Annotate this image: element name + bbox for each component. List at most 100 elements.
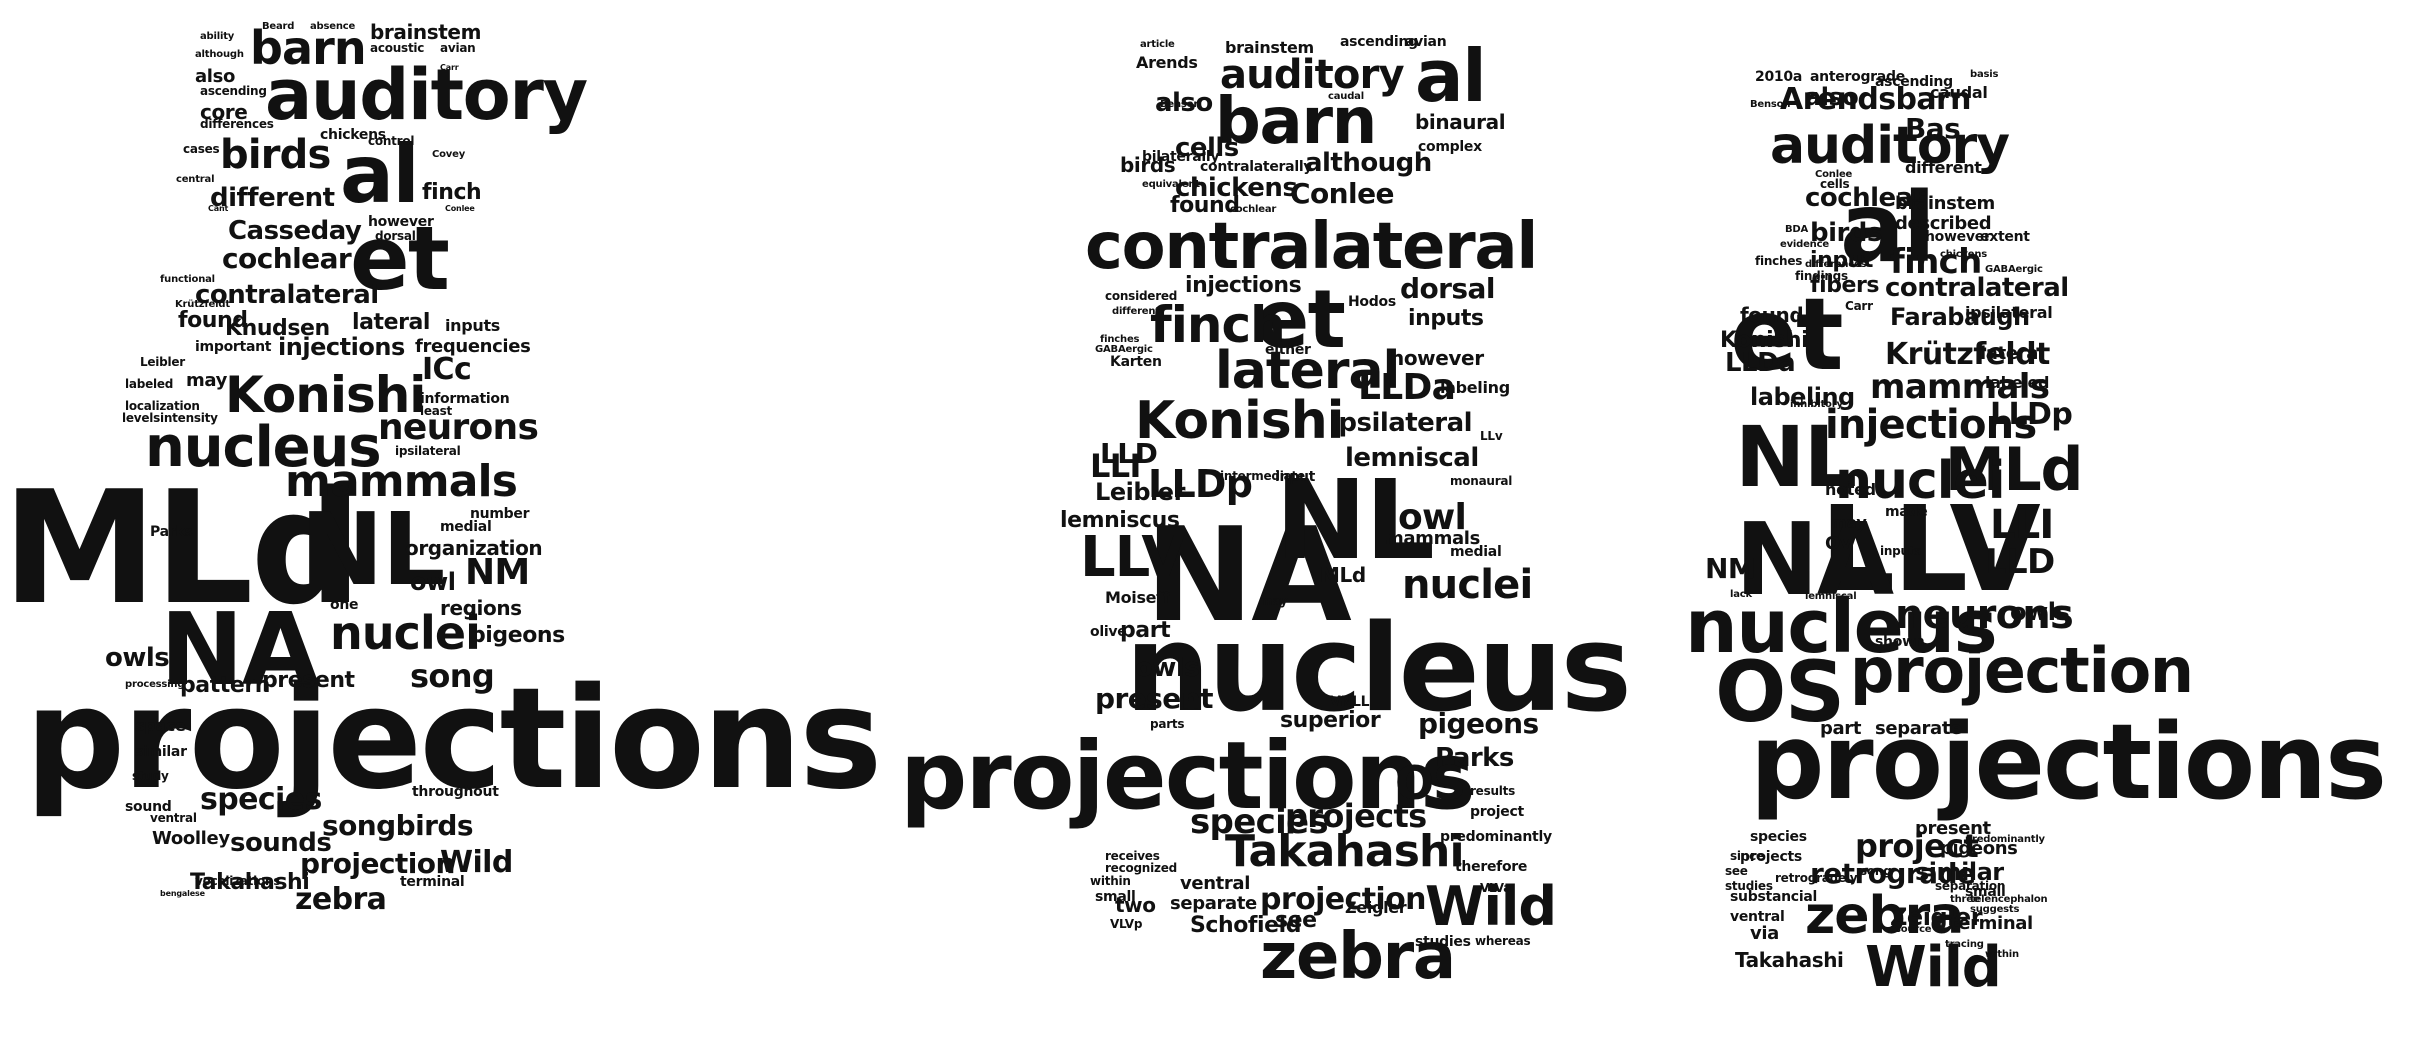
cloud-word: zebra bbox=[295, 882, 387, 917]
cloud-word: pigeons bbox=[1418, 707, 1539, 740]
cloud-word: also bbox=[195, 66, 235, 87]
cloud-word: NA bbox=[1145, 499, 1352, 651]
cloud-word: Bas bbox=[1905, 112, 1961, 145]
cloud-word: within bbox=[1985, 949, 2019, 960]
cloud-word: processing bbox=[125, 679, 185, 690]
cloud-word: et bbox=[1730, 276, 1844, 393]
cloud-word: Conlee bbox=[445, 204, 475, 213]
cloud-word: LLDa bbox=[1358, 367, 1456, 408]
cloud-word: complex bbox=[1418, 139, 1482, 155]
cloud-word: labeled bbox=[1985, 373, 2050, 392]
cloud-word: made bbox=[1885, 504, 1928, 520]
cloud-word: LLDp bbox=[1990, 397, 2073, 432]
cloud-word: Hodos bbox=[1348, 294, 1396, 310]
cloud-word: basis bbox=[1970, 69, 1999, 80]
cloud-word: BDA bbox=[1785, 224, 1809, 235]
cloud-word: ventral bbox=[1730, 909, 1785, 925]
cloud-word: auditory bbox=[265, 54, 588, 136]
cloud-word: mammals bbox=[285, 456, 518, 507]
cloud-word: different bbox=[1905, 158, 1982, 177]
cloud-word: Wild bbox=[440, 845, 513, 880]
cloud-word: OS bbox=[1395, 756, 1466, 810]
cloud-word: however bbox=[368, 214, 434, 230]
cloud-word: labeling bbox=[1750, 383, 1855, 411]
cloud-word: separate bbox=[1875, 718, 1962, 739]
cloud-word: Benson bbox=[1750, 99, 1791, 110]
cloud-word: al bbox=[1840, 172, 1936, 284]
cloud-word: cases bbox=[183, 142, 220, 156]
cloud-word: GABAergic bbox=[1095, 344, 1153, 355]
cloud-word: inputs bbox=[445, 316, 500, 335]
cloud-word: al bbox=[1415, 34, 1487, 118]
cloud-word: labeling bbox=[1440, 378, 1510, 397]
cloud-word: findings bbox=[1795, 269, 1848, 283]
cloud-word: Parks bbox=[1435, 743, 1514, 773]
cloud-word: ICc bbox=[422, 352, 472, 387]
cloud-word: ascending bbox=[200, 84, 267, 98]
cloud-word: LLDp bbox=[1148, 462, 1253, 506]
cloud-word: olive bbox=[1090, 624, 1127, 640]
cloud-word: absence bbox=[310, 21, 356, 32]
cloud-word: species bbox=[200, 782, 322, 817]
cloud-word: superior bbox=[1280, 708, 1381, 733]
cloud-word: pattern bbox=[180, 673, 270, 698]
cloud-word: VLVp bbox=[1110, 917, 1143, 931]
cloud-word: article bbox=[1140, 39, 1175, 50]
cloud-word: cells bbox=[1820, 177, 1850, 191]
cloud-word: songbirds bbox=[322, 809, 474, 842]
cloud-word: sounds bbox=[230, 828, 332, 858]
cloud-word: lemniscus bbox=[1060, 508, 1180, 533]
cloud-word: functional bbox=[160, 274, 215, 285]
cloud-word: labeled bbox=[125, 377, 174, 391]
cloud-word: owls bbox=[1135, 653, 1200, 683]
cloud-word: lateral bbox=[1980, 343, 2044, 364]
cloud-word: contralateral bbox=[1085, 210, 1538, 284]
cloud-word: dorsal bbox=[1400, 272, 1495, 305]
cloud-word: Wild bbox=[1425, 875, 1557, 938]
cloud-word: shown bbox=[1875, 634, 1925, 650]
cloud-word: pigeons bbox=[470, 623, 565, 648]
cloud-word: similar bbox=[1915, 858, 2004, 886]
cloud-word: telencephalon bbox=[1970, 894, 2048, 905]
cloud-word: mammals bbox=[1385, 528, 1480, 549]
cloud-word: cochlear bbox=[1805, 183, 1925, 213]
cloud-word: ipsilateral bbox=[1330, 408, 1473, 438]
cloud-word: Takahashi bbox=[1225, 826, 1465, 877]
cloud-word: part bbox=[1820, 718, 1862, 739]
cloud-word: et bbox=[350, 207, 450, 310]
cloud-word: ipsilateral bbox=[395, 444, 461, 458]
cloud-word: Benson bbox=[1160, 99, 1201, 110]
cloud-word: present bbox=[262, 668, 355, 693]
cloud-word: owls bbox=[2010, 598, 2070, 626]
cloud-word: parts bbox=[1150, 717, 1185, 731]
cloud-word: Woolley bbox=[152, 828, 230, 849]
cloud-word: cochlear bbox=[222, 242, 352, 275]
cloud-word: MLd bbox=[2, 457, 362, 639]
cloud-word: Takahashi bbox=[190, 870, 310, 895]
cloud-word: terminal bbox=[1950, 913, 2033, 934]
cloud-word: brainstem bbox=[1225, 38, 1314, 57]
cloud-word: sound bbox=[125, 799, 172, 815]
cloud-word: caudal bbox=[1328, 91, 1364, 102]
cloud-word: bilaterally bbox=[1142, 149, 1220, 165]
cloud-word: Carr bbox=[1845, 299, 1873, 313]
cloud-word: injections bbox=[1825, 402, 2037, 448]
cloud-word: either bbox=[1265, 342, 1311, 358]
cloud-word: avian bbox=[440, 41, 476, 55]
cloud-word: Wild bbox=[1865, 935, 2002, 1000]
cloud-word: MLd bbox=[1320, 563, 1366, 587]
cloud-word: ascending bbox=[1340, 34, 1418, 50]
cloud-word: MLd bbox=[1945, 435, 2083, 505]
cloud-word: ventral bbox=[1180, 873, 1251, 894]
cloud-word: acoustic bbox=[370, 41, 425, 55]
cloud-word: small bbox=[1095, 889, 1136, 905]
cloud-word: LLD bbox=[1100, 437, 1158, 470]
cloud-word: may bbox=[1830, 513, 1867, 532]
cloud-word: projection bbox=[1260, 882, 1426, 917]
cloud-word: injections bbox=[278, 333, 405, 361]
cloud-word: et bbox=[1255, 273, 1346, 366]
cloud-word: whereas bbox=[1475, 934, 1531, 948]
cloud-word: via bbox=[1750, 923, 1779, 944]
cloud-word: one bbox=[330, 597, 359, 613]
